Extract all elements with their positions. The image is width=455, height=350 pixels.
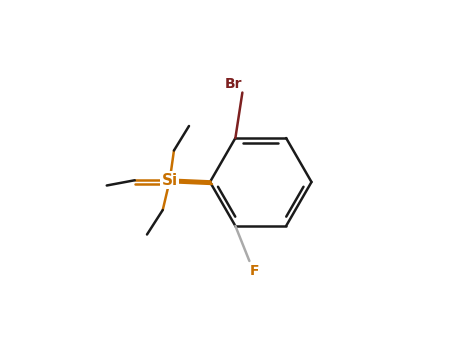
Text: Si: Si [162, 173, 178, 188]
Text: Br: Br [225, 77, 243, 91]
Text: F: F [250, 265, 259, 279]
